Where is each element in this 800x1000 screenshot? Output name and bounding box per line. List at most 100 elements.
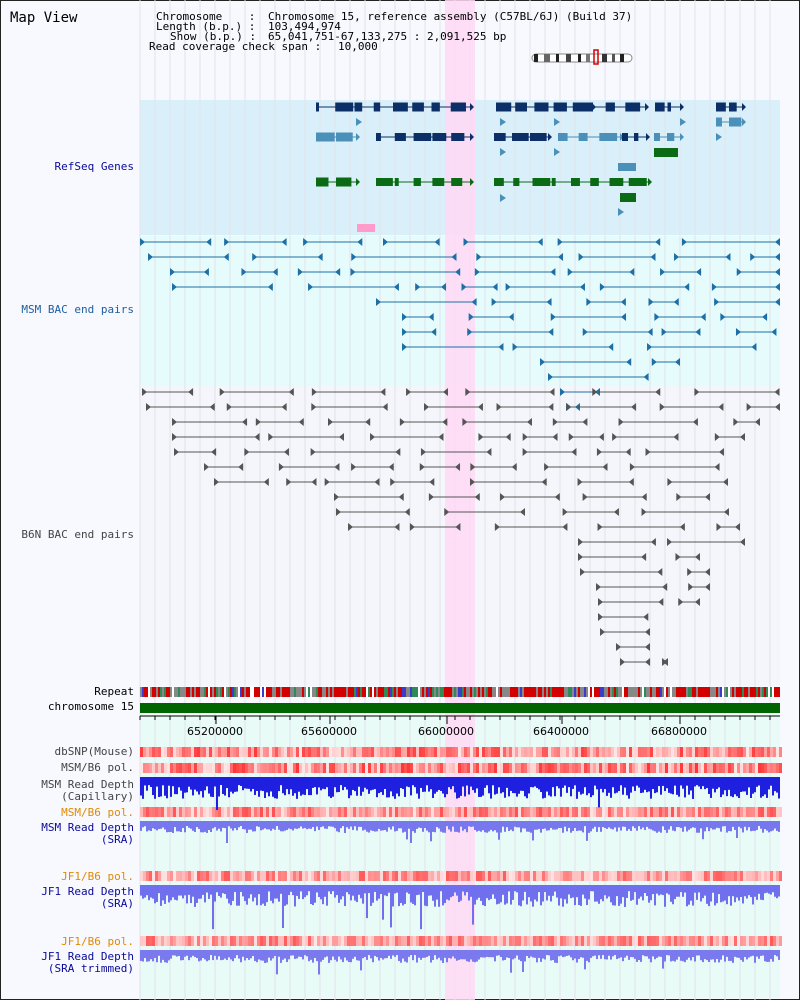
depth-bar xyxy=(512,777,514,794)
heat-cell xyxy=(464,871,467,881)
chromosome-ideogram[interactable] xyxy=(531,49,633,65)
heat-cell xyxy=(434,936,437,946)
track-label-msm-b6-pol[interactable]: MSM/B6 pol. xyxy=(61,761,134,774)
track-label-msm-depth-sra[interactable]: MSM Read Depth (SRA) xyxy=(41,822,134,846)
depth-bar xyxy=(480,777,482,797)
depth-bar xyxy=(250,821,252,830)
depth-bar xyxy=(614,821,616,828)
depth-bar xyxy=(772,950,774,962)
heat-cell xyxy=(176,763,179,773)
depth-bar xyxy=(274,885,276,899)
heat-cell xyxy=(437,936,440,946)
heat-cell xyxy=(524,763,527,773)
depth-bar xyxy=(636,821,638,831)
depth-bar xyxy=(524,885,526,892)
heat-cell xyxy=(461,807,464,817)
heat-cell xyxy=(209,747,212,757)
heat-cell xyxy=(377,763,380,773)
depth-bar xyxy=(182,885,184,899)
highlight-region[interactable] xyxy=(445,0,475,1000)
bac-end-marker xyxy=(469,478,475,486)
heat-cell xyxy=(380,936,383,946)
repeat-segment xyxy=(256,687,258,697)
repeat-segment xyxy=(152,687,154,697)
track-label-repeat[interactable]: Repeat xyxy=(94,685,134,698)
depth-bar xyxy=(322,950,324,960)
repeat-segment xyxy=(502,687,504,697)
repeat-segment xyxy=(310,687,312,697)
track-label-refseq[interactable]: RefSeq Genes xyxy=(54,160,134,173)
heat-cell xyxy=(686,871,689,881)
heat-cell xyxy=(677,871,680,881)
heat-cell xyxy=(350,763,353,773)
heat-cell xyxy=(659,807,662,817)
repeat-segment xyxy=(534,687,536,697)
heat-cell xyxy=(560,747,563,757)
track-label-dbsnp[interactable]: dbSNP(Mouse) xyxy=(54,745,134,758)
depth-bar xyxy=(562,821,564,833)
depth-bar xyxy=(564,821,566,827)
depth-bar xyxy=(152,821,154,829)
depth-bar xyxy=(736,885,738,898)
heat-cell xyxy=(587,747,590,757)
track-label-b6n-bac[interactable]: B6N BAC end pairs xyxy=(21,528,134,541)
depth-bar xyxy=(330,821,332,827)
depth-tracks[interactable] xyxy=(140,777,780,975)
heat-cell xyxy=(683,763,686,773)
depth-bar xyxy=(546,950,548,956)
refseq-genes-track[interactable] xyxy=(316,102,746,233)
depth-bar xyxy=(406,821,408,840)
track-label-jf1-depth-sra[interactable]: JF1 Read Depth (SRA) xyxy=(41,886,134,910)
depth-bar xyxy=(224,821,226,829)
repeat-segment xyxy=(686,687,688,697)
track-label-jf1-b6-pol-2[interactable]: JF1/B6 pol. xyxy=(61,935,134,948)
depth-bar xyxy=(754,950,756,963)
depth-bar xyxy=(406,777,408,787)
depth-bar xyxy=(450,885,452,898)
b6n-bac-pairs-track[interactable] xyxy=(142,388,780,666)
heat-cell xyxy=(647,747,650,757)
track-label-msm-bac[interactable]: MSM BAC end pairs xyxy=(21,303,134,316)
heat-cell xyxy=(563,807,566,817)
depth-bar xyxy=(416,821,418,829)
depth-bar xyxy=(566,821,568,832)
heat-cell xyxy=(776,871,779,881)
depth-bar xyxy=(670,821,672,827)
depth-bar xyxy=(348,821,350,829)
depth-bar xyxy=(404,777,406,797)
depth-bar xyxy=(566,885,568,904)
heat-cell xyxy=(200,747,203,757)
track-label-jf1-b6-pol[interactable]: JF1/B6 pol. xyxy=(61,870,134,883)
track-label-msm-b6-pol-2[interactable]: MSM/B6 pol. xyxy=(61,806,134,819)
heat-cell xyxy=(482,936,485,946)
gene-strand-arrow xyxy=(470,178,474,186)
msm-bac-pairs-track[interactable] xyxy=(140,238,780,411)
depth-bar xyxy=(154,777,156,799)
repeat-segment xyxy=(618,687,620,697)
depth-bar xyxy=(380,885,382,895)
depth-bar xyxy=(372,885,374,903)
depth-bar xyxy=(422,950,424,958)
depth-bar xyxy=(188,777,190,787)
bac-end-marker xyxy=(641,553,647,561)
depth-bar xyxy=(646,777,648,793)
heat-cell xyxy=(497,871,500,881)
depth-bar xyxy=(192,821,194,831)
repeat-segment xyxy=(356,687,358,697)
depth-bar xyxy=(262,777,264,792)
bac-end-marker xyxy=(442,418,448,426)
bac-end-marker xyxy=(647,328,653,336)
heat-cell xyxy=(596,763,599,773)
depth-bar xyxy=(310,777,312,796)
bac-end-marker xyxy=(678,598,684,606)
heat-tracks[interactable] xyxy=(140,747,782,946)
heat-cell xyxy=(665,936,668,946)
repeat-track[interactable] xyxy=(140,687,780,697)
track-label-jf1-depth-trimmed[interactable]: JF1 Read Depth (SRA trimmed) xyxy=(41,951,134,975)
depth-bar xyxy=(536,777,538,788)
depth-bar xyxy=(608,950,610,956)
heat-cell xyxy=(584,936,587,946)
depth-bar xyxy=(162,950,164,960)
track-label-msm-depth-capillary[interactable]: MSM Read Depth (Capillary) xyxy=(41,779,134,803)
depth-bar xyxy=(370,821,372,831)
